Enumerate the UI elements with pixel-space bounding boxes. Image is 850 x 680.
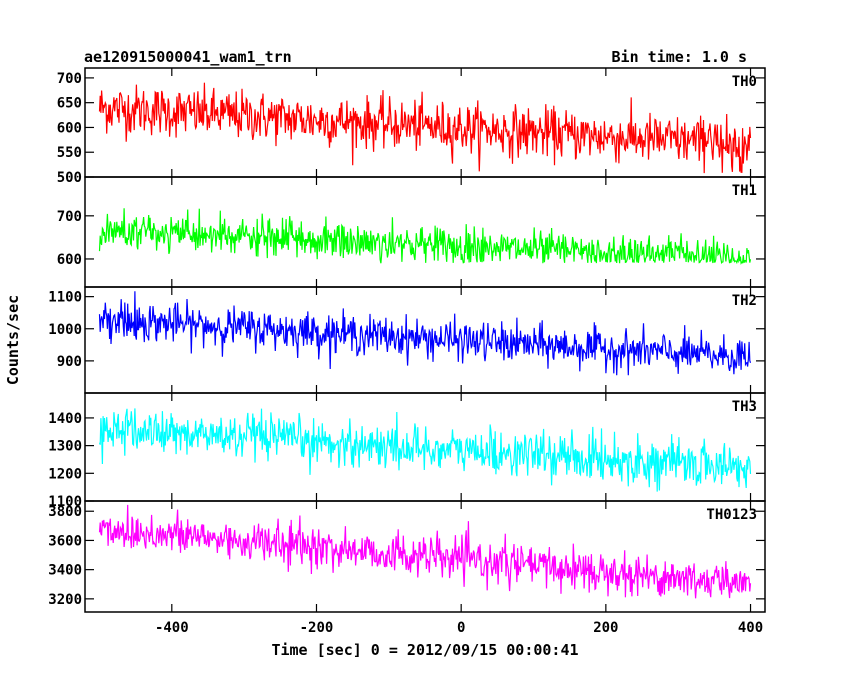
x-axis: -400 -200 0 200 400: [155, 620, 763, 636]
panel-th0: 500 550 600 650 700 TH0: [57, 67, 766, 186]
series-line-th3: [98, 408, 752, 492]
y-tick-label: 3600: [48, 533, 82, 549]
panel-frame: [84, 500, 766, 613]
y-tick-label: 700: [57, 71, 82, 87]
series-line-th0123: [98, 504, 752, 599]
y-tick-label: 1100: [48, 494, 82, 510]
y-tick-label: 1000: [48, 322, 82, 338]
y-tick-label: 1300: [48, 439, 82, 455]
y-tick-label: 3400: [48, 563, 82, 579]
x-tick-label: -200: [300, 620, 334, 636]
series-line-th1: [98, 208, 752, 265]
y-tick-label: 600: [57, 120, 82, 136]
y-tick-label: 1400: [48, 411, 82, 427]
series-line-th0: [98, 82, 752, 174]
panel-th2: 900 1000 1100 TH2: [48, 286, 766, 394]
y-tick-label: 600: [57, 252, 82, 268]
panel-label-th0123: TH0123: [706, 507, 757, 523]
y-tick-label: 1200: [48, 466, 82, 482]
y-tick-label: 1100: [48, 290, 82, 306]
y-tick-label: 900: [57, 354, 82, 370]
y-tick-label: 700: [57, 209, 82, 225]
x-tick-label: 0: [457, 620, 465, 636]
y-tick-label: 550: [57, 145, 82, 161]
x-tick-label: -400: [155, 620, 189, 636]
panel-label-th2: TH2: [732, 293, 757, 309]
chart-header-left: ae120915000041_wam1_trn: [84, 48, 292, 66]
panel-th1: 600 700 TH1: [57, 176, 766, 288]
panel-label-th1: TH1: [732, 183, 757, 199]
panel-th0123: 3200 3400 3600 3800 TH0123: [48, 500, 766, 613]
x-tick-label: 400: [738, 620, 763, 636]
y-tick-label: 500: [57, 170, 82, 186]
chart-header-right: Bin time: 1.0 s: [612, 48, 747, 66]
series-line-th2: [98, 291, 752, 376]
panel-th3: 1100 1200 1300 1400 TH3: [48, 392, 766, 510]
panel-label-th0: TH0: [732, 74, 757, 90]
y-tick-label: 3200: [48, 592, 82, 608]
y-tick-label: 3800: [48, 504, 82, 520]
x-tick-label: 200: [593, 620, 618, 636]
y-axis-label: Counts/sec: [4, 295, 22, 385]
panels-group: 500 550 600 650 700 TH0 600 700 TH1 900 1000 1100 TH…: [48, 67, 766, 613]
y-tick-label: 650: [57, 96, 82, 112]
panel-frame: [84, 176, 766, 288]
x-axis-label: Time [sec] 0 = 2012/09/15 00:00:41: [271, 641, 578, 659]
panel-label-th3: TH3: [732, 399, 757, 415]
